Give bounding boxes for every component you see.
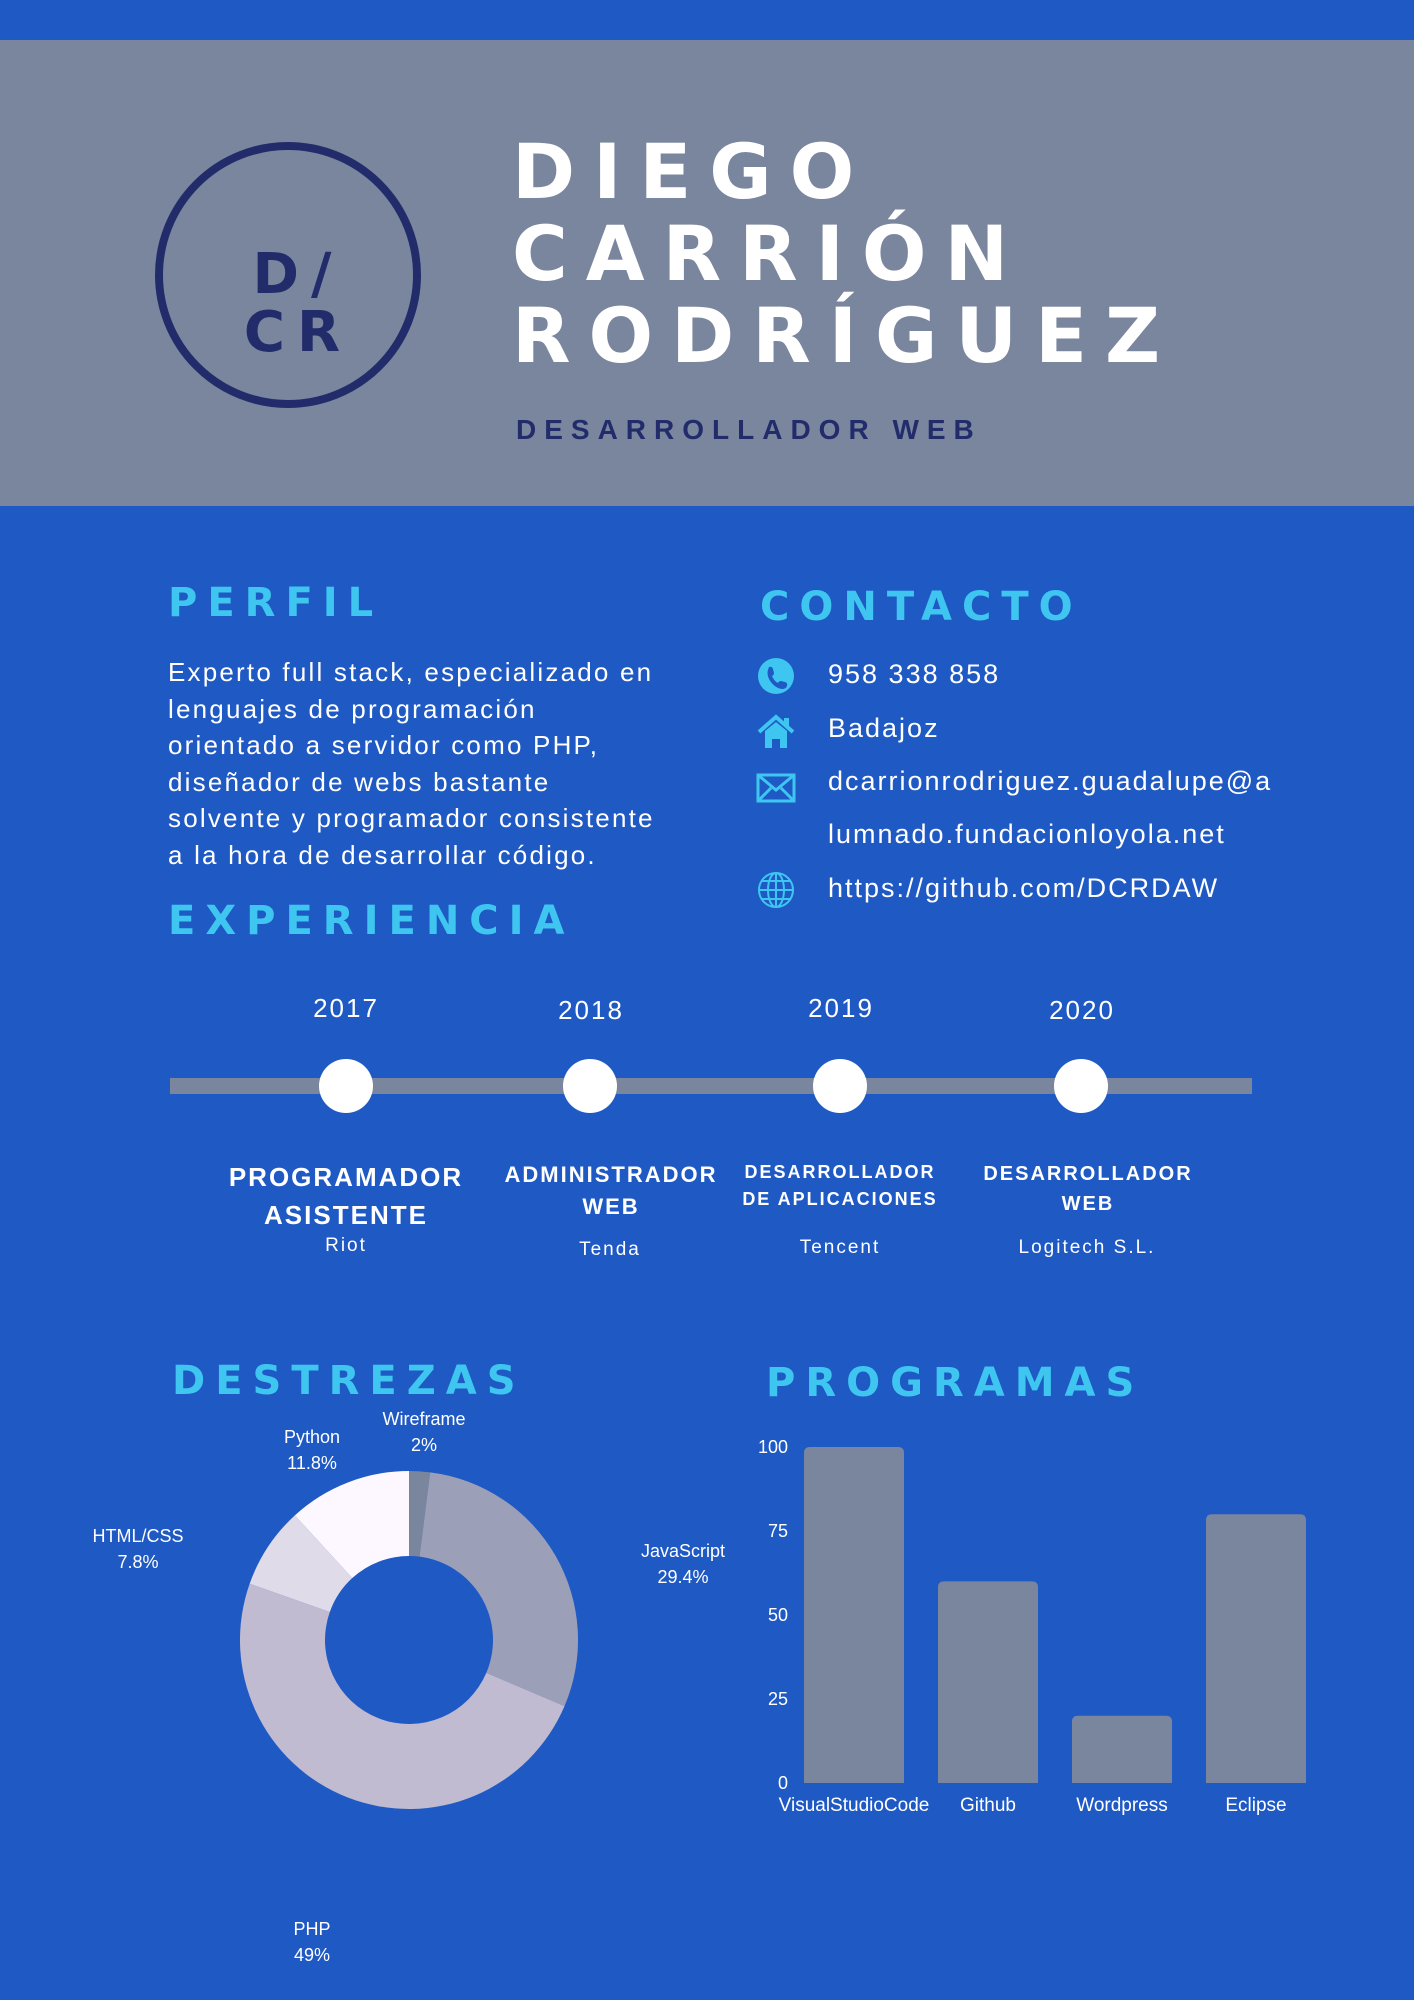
monogram-line-2: CR [243,300,353,365]
job-title-line: PROGRAMADOR [228,1162,464,1192]
profile-title: PERFIL [168,580,384,626]
timeline-dot [563,1059,617,1113]
contact-email-line-1[interactable]: dcarrionrodriguez.guadalupe@a [828,766,1273,796]
timeline-dot [319,1059,373,1113]
y-tick-label: 75 [768,1521,788,1541]
profile-text: Experto full stack, especializado en len… [168,654,688,873]
bar-visualstudiocode [804,1447,904,1783]
contact-phone: 958 338 858 [828,659,1001,689]
donut-label-value: 11.8% [287,1453,337,1473]
job-title-line: DESARROLLADOR [983,1163,1193,1185]
donut-label-value: 7.8% [117,1552,159,1572]
x-tick-label: Eclipse [1225,1795,1286,1816]
y-tick-label: 0 [778,1773,788,1793]
donut-label-name: HTML/CSS [92,1526,184,1546]
job-title-line: ASISTENTE [264,1200,428,1230]
donut-slice-python [294,1471,409,1579]
profile-line: lenguajes de programación [168,693,537,724]
x-tick-label: Wordpress [1076,1795,1168,1816]
contact-city: Badajoz [828,713,940,743]
name-line-3: RODRÍGUEZ [512,291,1179,380]
monogram-line-1: D/ [252,242,344,307]
donut-label: HTML/CSS 7.8% [78,1523,198,1575]
donut-slice-wireframe [409,1471,431,1557]
profile-line: Experto full stack, especializado en [168,657,654,687]
donut-label: Wireframe 2% [364,1406,484,1458]
job-title-line: ADMINISTRADOR [504,1162,718,1187]
job-role: DESARROLLADOR WEB [516,414,982,445]
donut-slice-html-css [249,1515,353,1613]
phone-icon [758,658,794,694]
timeline-bar [170,1078,1252,1094]
donut-slice-javascript [419,1472,578,1707]
profile-line: solvente y programador consistente [168,803,655,833]
bar-eclipse [1206,1514,1306,1783]
monogram-logo: D/ CR [155,142,421,408]
job-title-line: DESARROLLADOR [744,1162,936,1182]
job-title-line: WEB [1061,1193,1115,1215]
top-bar [0,0,1414,40]
donut-slice-php [240,1583,565,1809]
timeline-year: 2019 [808,993,874,1023]
programs-bar-chart: 0 25 50 75 100 VisualStudioCode Github Wordpres… [758,1437,1306,1816]
timeline-dot [813,1059,867,1113]
profile-line: orientado a servidor como PHP, [168,730,600,760]
donut-label-value: 2% [410,1435,437,1455]
y-tick-label: 25 [768,1689,788,1709]
donut-label-value: 29.4% [657,1567,709,1587]
name-line-2: CARRIÓN [512,209,1027,298]
skills-title: DESTREZAS [172,1358,526,1404]
job-company: Riot [325,1235,367,1256]
donut-label-value: 49% [293,1945,331,1965]
donut-label-name: Python [283,1427,341,1447]
job-company: Tenda [579,1239,641,1260]
donut-label-name: JavaScript [640,1541,726,1561]
bar-wordpress [1072,1715,1172,1783]
job-company: Tencent [799,1237,881,1258]
job-title: DESARROLLADOR WEB [968,1159,1208,1219]
job-title-line: WEB [582,1194,640,1219]
job-title: PROGRAMADOR ASISTENTE [206,1158,486,1234]
job-title: DESARROLLADOR DE APLICACIONES [720,1159,960,1213]
bar-github [938,1581,1038,1783]
contact-web[interactable]: https://github.com/DCRDAW [828,873,1220,903]
donut-label-name: Wireframe [382,1409,466,1429]
donut-label-name: PHP [293,1919,331,1939]
skills-donut-chart [240,1471,578,1809]
y-tick-label: 100 [758,1437,788,1457]
experience-title: EXPERIENCIA [168,898,575,944]
programs-title: PROGRAMAS [766,1360,1145,1406]
globe-icon [758,872,794,908]
profile-line: a la hora de desarrollar código. [168,839,597,870]
timeline-dot [1054,1059,1108,1113]
mail-icon [756,773,796,803]
timeline-year: 2020 [1049,995,1115,1025]
y-tick-label: 50 [768,1605,788,1625]
contact-email-line-2[interactable]: lumnado.fundacionloyola.net [828,819,1226,849]
name-line-1: DIEGO [512,127,873,216]
contact-title: CONTACTO [760,584,1083,630]
x-tick-label: VisualStudioCode [779,1795,930,1816]
timeline-year: 2017 [313,993,379,1023]
donut-label: JavaScript 29.4% [623,1538,743,1590]
donut-label: Python 11.8% [252,1424,372,1476]
job-title: ADMINISTRADOR WEB [486,1159,736,1223]
profile-line: diseñador de webs bastante [168,766,551,797]
job-company: Logitech S.L. [1018,1237,1156,1258]
timeline-year: 2018 [558,995,624,1025]
job-title-line: DE APLICACIONES [742,1189,938,1209]
donut-label: PHP 49% [252,1916,372,1968]
x-tick-label: Github [960,1795,1016,1816]
home-icon [757,714,795,748]
